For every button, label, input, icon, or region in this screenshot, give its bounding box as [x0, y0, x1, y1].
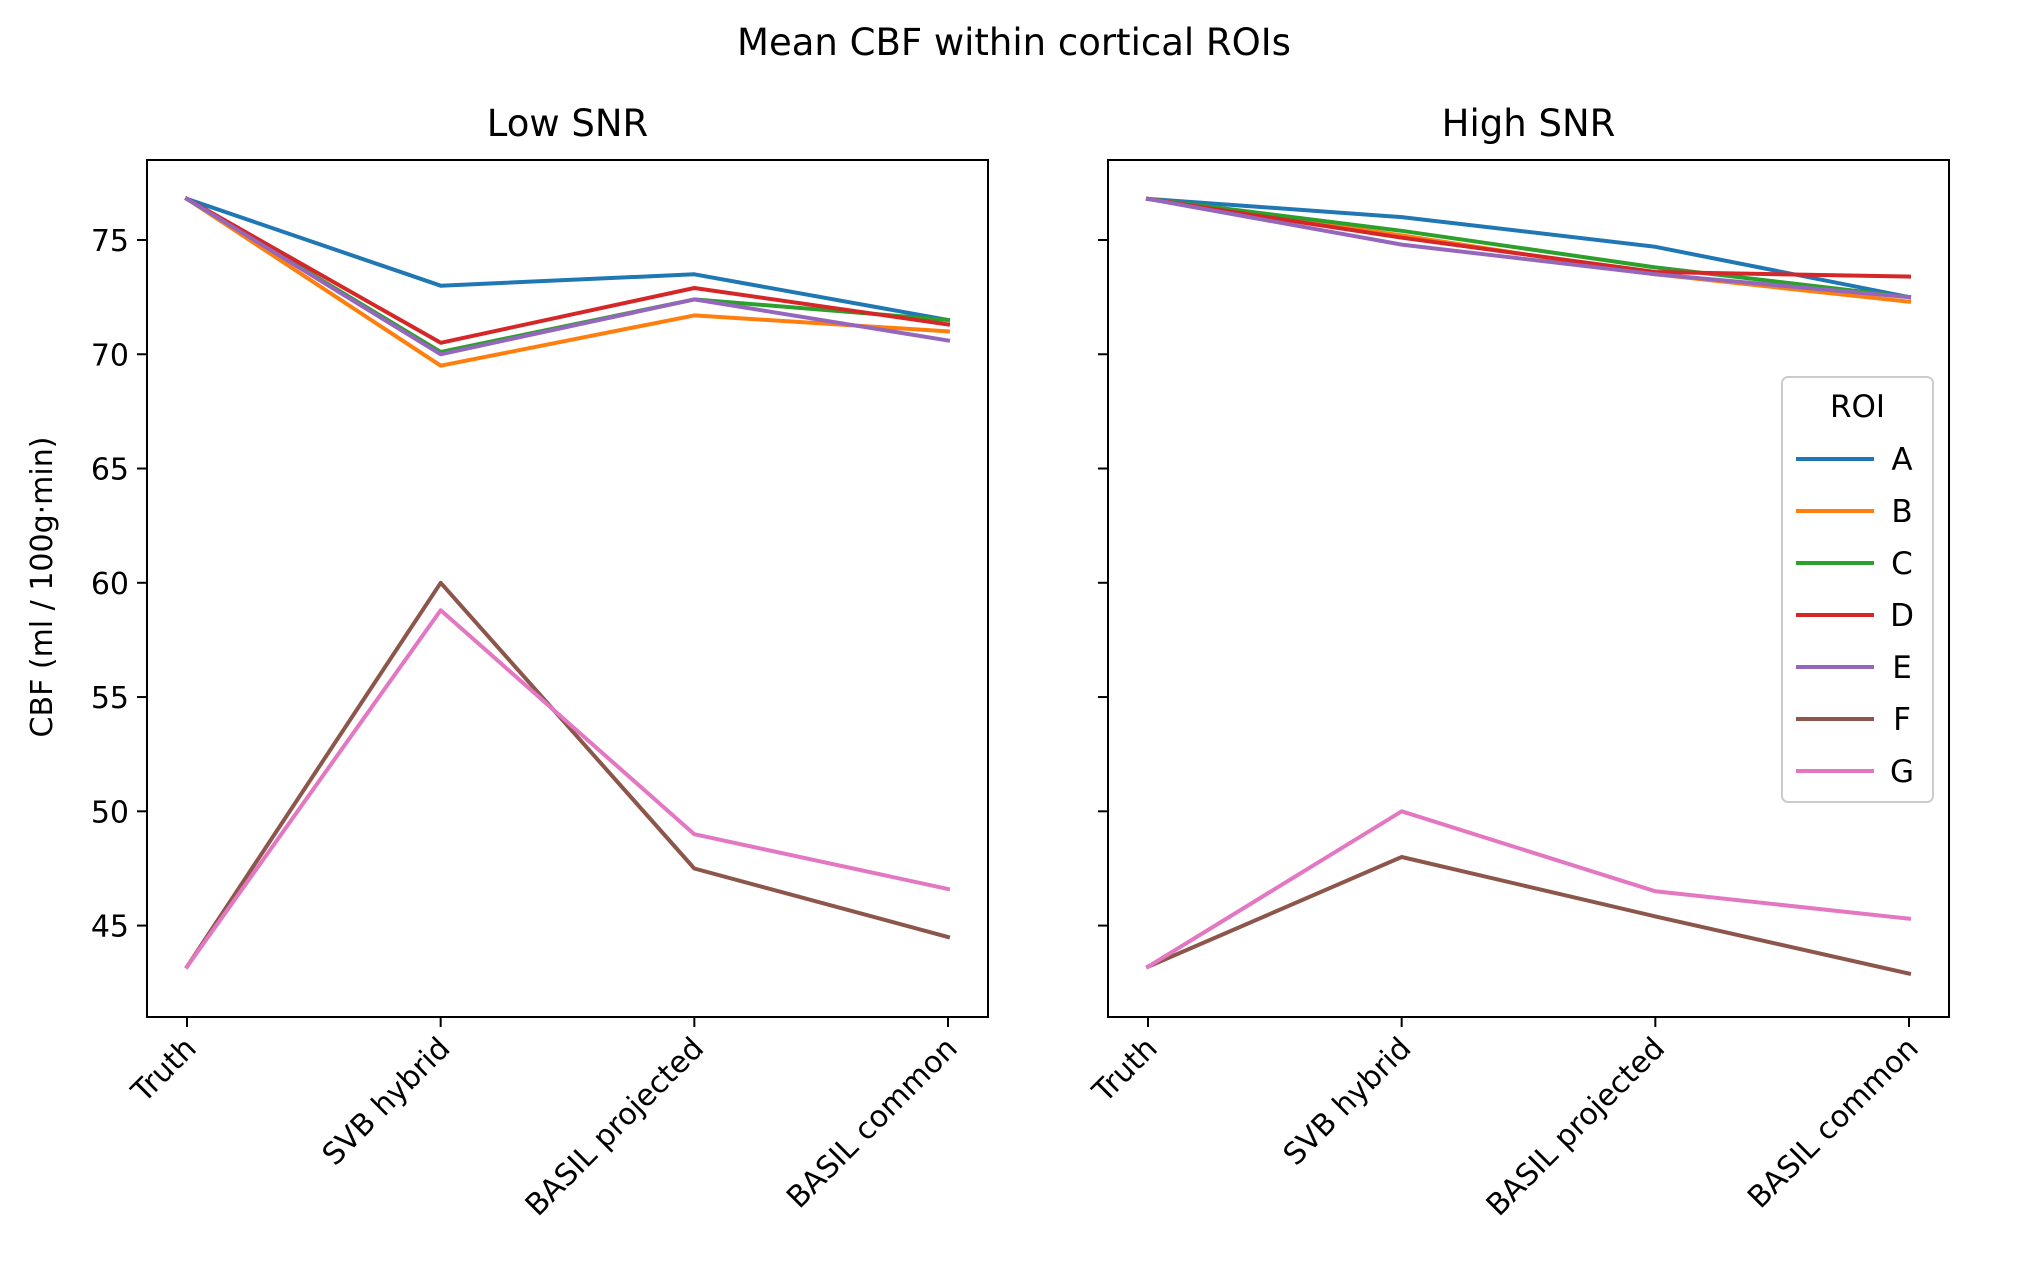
panel-title: Low SNR — [487, 102, 649, 145]
legend-label-c: C — [1891, 546, 1913, 582]
y-axis-label: CBF (ml / 100g·min) — [25, 437, 60, 738]
series-line-a — [184, 196, 951, 323]
series-line-d — [1145, 196, 1912, 279]
y-tick-label: 45 — [91, 910, 129, 945]
y-tick-label: 75 — [91, 224, 129, 259]
legend-label-b: B — [1891, 494, 1912, 530]
series-line-d — [184, 196, 951, 345]
series-line-g — [184, 608, 951, 970]
legend-label-d: D — [1890, 598, 1914, 634]
chart-title: Mean CBF within cortical ROIs — [737, 21, 1291, 64]
legend-frame — [1781, 376, 1934, 803]
panel-title: High SNR — [1442, 102, 1616, 145]
series-line-e — [184, 196, 951, 357]
series-line-f — [184, 580, 951, 970]
y-tick-label: 65 — [91, 453, 129, 488]
axes-frame — [1107, 159, 1950, 1018]
series-line-c — [1145, 196, 1912, 300]
y-tick-label: 70 — [91, 338, 129, 373]
legend-label-e: E — [1892, 650, 1912, 686]
legend-title: ROI — [1830, 389, 1885, 425]
y-tick-label: 50 — [91, 795, 129, 830]
y-tick-label: 55 — [91, 681, 129, 716]
legend-label-g: G — [1890, 754, 1914, 790]
legend-label-a: A — [1891, 442, 1912, 478]
series-line-a — [1145, 196, 1912, 300]
series-line-b — [184, 196, 951, 368]
series-line-f — [1145, 855, 1912, 976]
series-line-e — [1145, 196, 1912, 300]
legend-label-f: F — [1893, 702, 1911, 738]
series-line-g — [1145, 809, 1912, 970]
y-tick-label: 60 — [91, 567, 129, 602]
axes-frame — [146, 159, 989, 1018]
